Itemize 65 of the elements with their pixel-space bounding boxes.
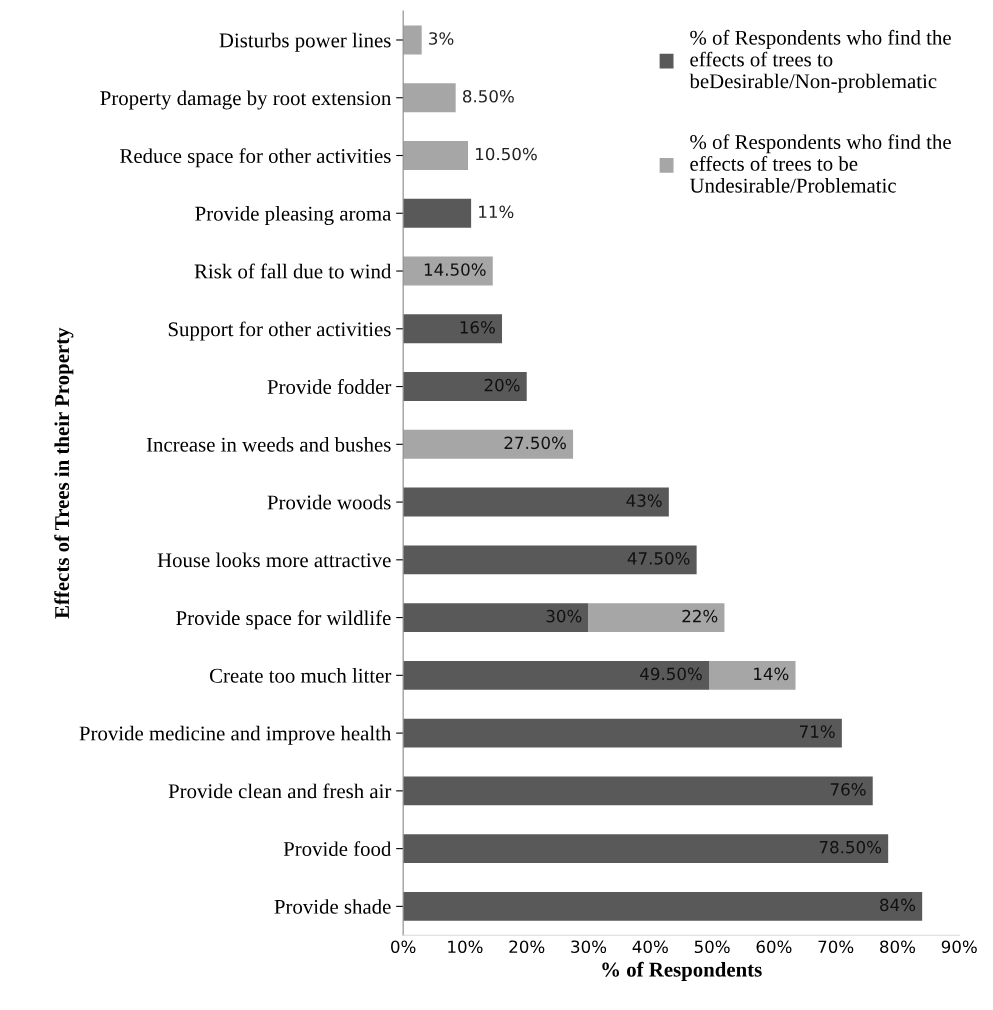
x-tick-label: 50% bbox=[694, 940, 730, 954]
bar bbox=[403, 834, 889, 864]
data-label: 3% bbox=[429, 32, 454, 45]
y-tick-label: Provide clean and fresh air bbox=[168, 783, 392, 799]
bar bbox=[403, 198, 472, 228]
x-tick-label: 30% bbox=[571, 940, 607, 954]
data-label: 30% bbox=[546, 609, 582, 623]
data-label: 78.50% bbox=[819, 840, 882, 854]
data-label: 47.50% bbox=[627, 552, 690, 565]
data-label: 10.50% bbox=[476, 147, 537, 161]
bar bbox=[403, 487, 669, 517]
bar bbox=[403, 660, 709, 690]
x-tick-label: 20% bbox=[509, 940, 545, 954]
bar bbox=[709, 660, 796, 690]
y-tick-label: Provide pleasing aroma bbox=[195, 206, 392, 225]
data-label: 76% bbox=[830, 783, 866, 796]
x-tick-label: 70% bbox=[818, 940, 854, 954]
bar bbox=[403, 314, 503, 344]
data-label: 14% bbox=[754, 667, 789, 681]
y-tick-label: Support for other activities bbox=[168, 321, 391, 341]
bar bbox=[403, 891, 923, 921]
data-label: 16% bbox=[460, 321, 495, 334]
data-label: 22% bbox=[682, 609, 718, 623]
bar bbox=[403, 603, 589, 633]
y-tick-label: Provide woods bbox=[267, 494, 391, 510]
y-tick-label: Increase in weeds and bushes bbox=[146, 437, 391, 452]
bar bbox=[403, 83, 456, 113]
x-axis-title: % of Respondents bbox=[602, 961, 762, 981]
data-label: 14.50% bbox=[424, 263, 486, 276]
data-label: 43% bbox=[626, 494, 662, 507]
bar bbox=[403, 141, 469, 170]
bar bbox=[403, 25, 422, 55]
y-tick-label: Provide medicine and improve health bbox=[79, 725, 392, 745]
y-tick-label: Reduce space for other activities bbox=[120, 148, 391, 168]
bar bbox=[403, 429, 574, 459]
y-tick-label: Provide shade bbox=[274, 899, 391, 914]
y-tick-label: Disturbs power lines bbox=[219, 32, 391, 52]
data-label: 11% bbox=[479, 205, 514, 219]
y-tick-label: Provide fodder bbox=[267, 379, 392, 394]
x-tick-label: 0% bbox=[391, 940, 416, 954]
y-tick-label: Create too much litter bbox=[209, 668, 392, 683]
y-tick-label: Risk of fall due to wind bbox=[194, 263, 392, 279]
data-label: 8.50% bbox=[462, 89, 514, 103]
x-tick-label: 40% bbox=[632, 940, 668, 954]
x-tick-label: 60% bbox=[756, 940, 792, 954]
y-axis-title: Effects of Trees in their Property bbox=[54, 327, 74, 619]
data-label: 49.50% bbox=[640, 667, 702, 681]
legend-label: % of Respondents who find the effects of trees to beDesirable/Non-problematic bbox=[689, 29, 951, 93]
bar bbox=[403, 776, 873, 806]
bar bbox=[403, 545, 697, 575]
bar bbox=[588, 603, 725, 633]
data-label: 84% bbox=[880, 898, 916, 912]
bar bbox=[403, 718, 842, 748]
y-tick-label: Provide food bbox=[283, 841, 392, 857]
y-tick-label: House looks more attractive bbox=[157, 552, 391, 568]
bar bbox=[403, 372, 527, 401]
legend-label: % of Respondents who find the effects of trees to be Undesirable/Problematic bbox=[689, 134, 951, 193]
x-tick-label: 90% bbox=[941, 940, 977, 954]
y-tick-label: Property damage by root extension bbox=[100, 90, 392, 110]
x-tick-label: 80% bbox=[880, 940, 916, 954]
x-tick-label: 10% bbox=[448, 940, 483, 954]
data-label: 71% bbox=[799, 725, 835, 738]
data-label: 27.50% bbox=[504, 436, 566, 450]
y-tick-label: Provide space for wildlife bbox=[176, 610, 391, 630]
data-label: 20% bbox=[484, 378, 520, 392]
